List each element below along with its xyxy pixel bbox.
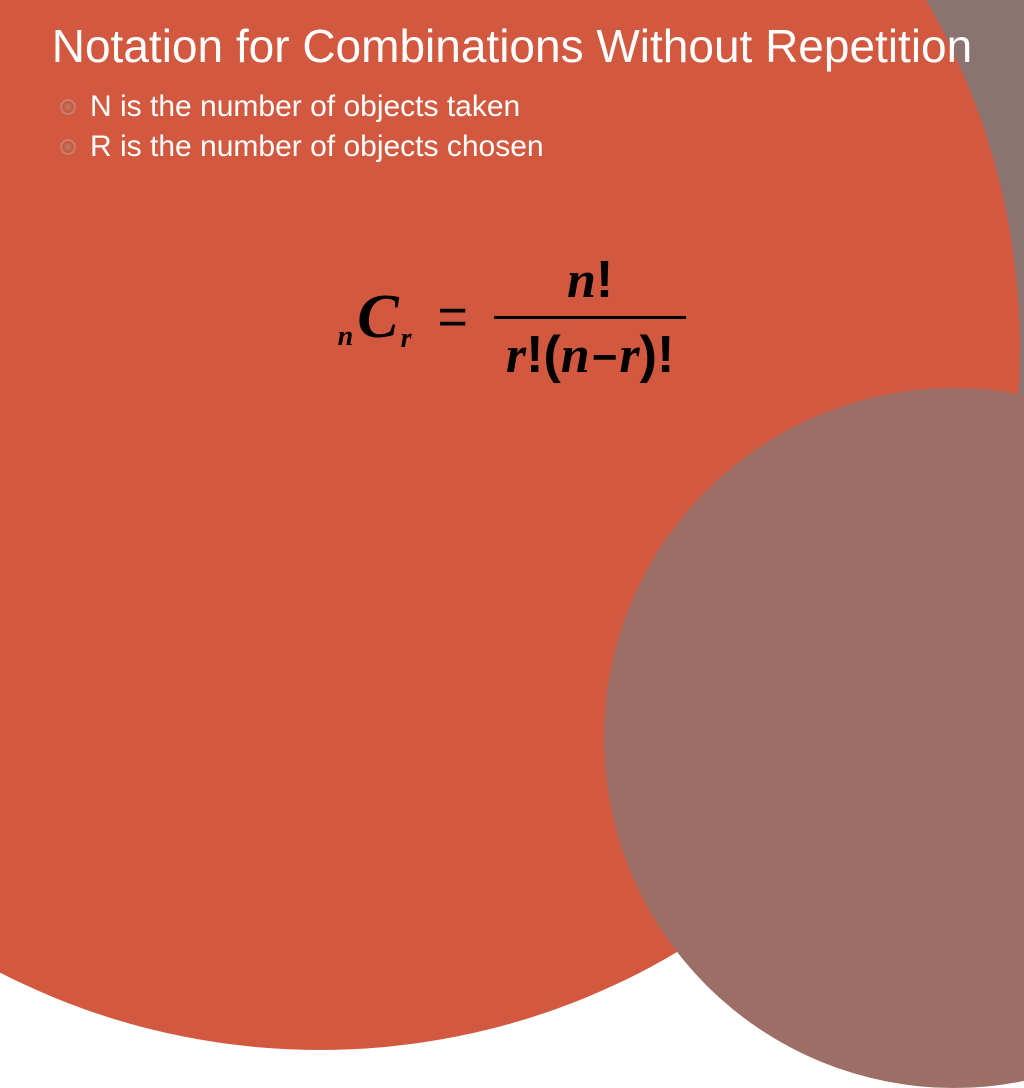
denom-factorial-2: ! <box>657 326 674 384</box>
denom-factorial-1: ! <box>526 326 543 384</box>
formula-C: C <box>357 282 398 353</box>
bullet-item: N is the number of objects taken <box>60 90 984 124</box>
slide-content: Notation for Combinations Without Repeti… <box>0 0 1024 768</box>
bullet-text: R is the number of objects chosen <box>90 130 544 164</box>
formula-container: n C r = n! r!(n−r)! <box>0 170 1024 385</box>
formula-equals: = <box>438 287 468 347</box>
formula-fraction: n! r!(n−r)! <box>494 250 686 385</box>
denom-n: n <box>561 327 590 384</box>
denom-lparen: ( <box>543 326 560 384</box>
formula-subscript-n: n <box>338 321 354 353</box>
numerator-n: n <box>567 252 596 309</box>
slide-title: Notation for Combinations Without Repeti… <box>0 0 1024 76</box>
numerator-factorial: ! <box>596 251 613 309</box>
formula-subscript-r: r <box>401 323 412 355</box>
bullet-text: N is the number of objects taken <box>90 90 520 124</box>
combinations-formula: n C r = n! r!(n−r)! <box>338 250 687 385</box>
formula-denominator: r!(n−r)! <box>494 319 686 385</box>
bullet-item: R is the number of objects chosen <box>60 130 984 164</box>
denom-r: r <box>506 327 526 384</box>
target-bullet-icon <box>60 139 76 155</box>
bullet-list: N is the number of objects taken R is th… <box>0 76 1024 164</box>
denom-r2: r <box>619 327 639 384</box>
denom-minus: − <box>590 333 620 382</box>
target-bullet-icon <box>60 99 76 115</box>
formula-numerator: n! <box>555 250 625 316</box>
denom-rparen: ) <box>640 326 657 384</box>
